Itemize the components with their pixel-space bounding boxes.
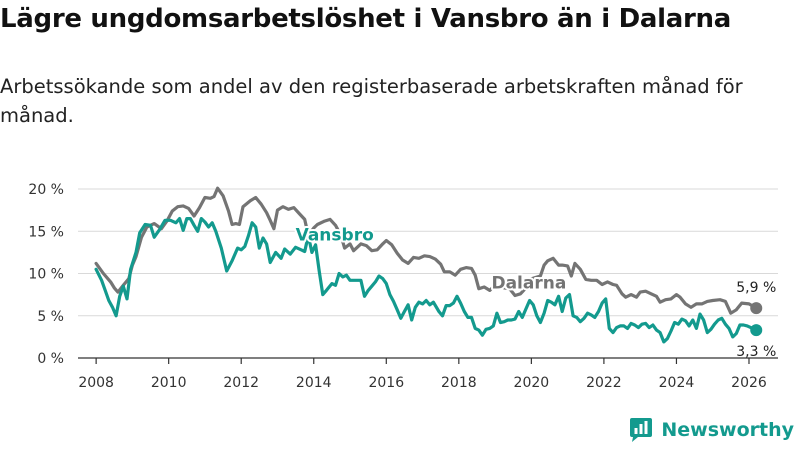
x-tick-label: 2014 (296, 375, 332, 391)
x-tick-label: 2012 (223, 375, 259, 391)
vansbro-end-point (750, 324, 763, 337)
x-tick-label: 2008 (78, 375, 114, 391)
dalarna-series-line (94, 186, 758, 315)
label-layer: Vansbro Dalarna 5,9 % 3,3 % (294, 224, 777, 361)
brand-name: Newsworthy (661, 419, 794, 441)
vansbro-series-line (94, 217, 758, 344)
y-tick-label: 0 % (37, 351, 64, 367)
x-tick-label: 2026 (731, 375, 767, 391)
chart-subtitle: Arbetssökande som andel av den registerb… (0, 75, 743, 127)
vansbro-end-label: 3,3 % (736, 344, 776, 360)
chart-title: Lägre ungdomsarbetslöshet i Vansbro än i… (0, 4, 731, 34)
series-layer (94, 186, 763, 344)
vansbro-series-label: Vansbro (296, 226, 374, 246)
x-tick-label: 2024 (659, 375, 695, 391)
x-tick-label: 2010 (151, 375, 187, 391)
x-tick-label: 2018 (441, 375, 477, 391)
y-tick-label: 15 % (28, 224, 64, 240)
y-tick-label: 10 % (28, 267, 64, 283)
grid-layer (78, 188, 778, 317)
y-tick-label: 5 % (37, 309, 64, 325)
x-tick-label: 2022 (586, 375, 622, 391)
newsworthy-logo-icon (630, 418, 653, 442)
dalarna-end-label: 5,9 % (736, 280, 776, 296)
x-tick-label: 2020 (514, 375, 550, 391)
dalarna-end-point (750, 302, 763, 315)
dalarna-series-label: Dalarna (491, 274, 566, 294)
y-tick-label: 20 % (28, 182, 64, 198)
axis-layer: 0 % 5 % 10 % 15 % 20 % 2008 2010 2012 2014 2016 20… (28, 182, 778, 391)
newsworthy-brand[interactable]: Newsworthy (627, 416, 794, 444)
x-tick-label: 2016 (368, 375, 404, 391)
